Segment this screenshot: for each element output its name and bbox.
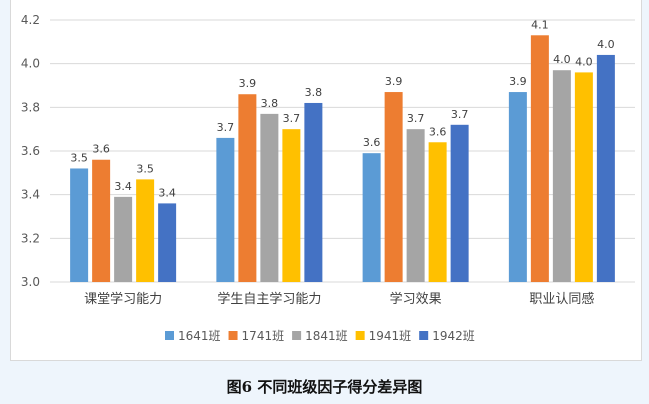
bar xyxy=(70,168,89,282)
bar xyxy=(136,179,155,282)
bar xyxy=(114,196,133,282)
data-label: 4.1 xyxy=(531,18,549,31)
data-label: 3.5 xyxy=(70,151,88,164)
data-label: 3.9 xyxy=(239,77,257,90)
bar xyxy=(508,92,527,282)
x-tick-label: 课堂学习能力 xyxy=(84,291,162,307)
y-tick-label: 4.2 xyxy=(21,13,40,27)
legend-swatch xyxy=(228,331,238,340)
x-tick-label: 职业认同感 xyxy=(529,291,594,307)
data-label: 3.5 xyxy=(136,162,154,175)
data-label: 3.8 xyxy=(305,86,323,99)
legend-swatch xyxy=(292,331,302,340)
data-label: 3.4 xyxy=(114,180,132,193)
legend-label: 1741班 xyxy=(242,329,285,343)
data-label: 3.9 xyxy=(509,75,527,88)
bar xyxy=(216,137,235,282)
bar xyxy=(552,70,571,282)
legend-swatch xyxy=(419,331,429,340)
bar xyxy=(238,94,257,282)
data-label: 3.8 xyxy=(261,97,279,110)
bar xyxy=(92,159,111,282)
bar xyxy=(450,124,469,282)
bar xyxy=(304,102,323,282)
y-tick-label: 3.2 xyxy=(21,231,40,245)
data-label: 3.6 xyxy=(429,125,447,138)
y-tick-label: 3.6 xyxy=(21,144,40,158)
data-label: 3.4 xyxy=(158,186,176,199)
legend-swatch xyxy=(355,331,365,340)
legend-label: 1641班 xyxy=(178,329,221,343)
data-label: 4.0 xyxy=(553,53,571,66)
chart-title: 图6 不同班级因子得分差异图 xyxy=(226,378,423,396)
x-tick-label: 学生自主学习能力 xyxy=(217,291,321,307)
y-tick-label: 3.0 xyxy=(21,275,40,289)
legend-label: 1942班 xyxy=(432,329,475,343)
data-label: 4.0 xyxy=(575,55,593,68)
bar xyxy=(530,35,549,283)
y-tick-label: 3.8 xyxy=(21,100,40,114)
y-tick-label: 3.4 xyxy=(21,188,40,202)
bar xyxy=(596,54,615,282)
legend-label: 1941班 xyxy=(369,329,412,343)
data-label: 3.7 xyxy=(217,121,235,134)
bar xyxy=(428,142,447,282)
data-label: 3.7 xyxy=(451,108,469,121)
bar xyxy=(260,113,279,282)
bar xyxy=(574,72,593,283)
data-label: 3.6 xyxy=(92,143,110,156)
data-label: 3.7 xyxy=(283,112,301,125)
y-tick-label: 4.0 xyxy=(21,57,40,71)
bar-chart: 3.0 3.2 3.4 3.6 3.8 4.0 4.2 课堂学习能力 3.5 3.6 3.4 3.5 3… xyxy=(21,13,635,343)
data-label: 3.6 xyxy=(363,136,381,149)
bar xyxy=(362,153,381,282)
bar xyxy=(158,203,177,282)
data-label: 4.0 xyxy=(597,38,615,51)
legend-swatch xyxy=(165,331,174,340)
data-label: 3.9 xyxy=(385,75,403,88)
bar xyxy=(406,129,425,282)
legend-label: 1841班 xyxy=(305,329,348,343)
x-tick-label: 学习效果 xyxy=(390,291,442,307)
bar xyxy=(282,129,301,282)
data-label: 3.7 xyxy=(407,112,425,125)
bar xyxy=(384,92,403,282)
